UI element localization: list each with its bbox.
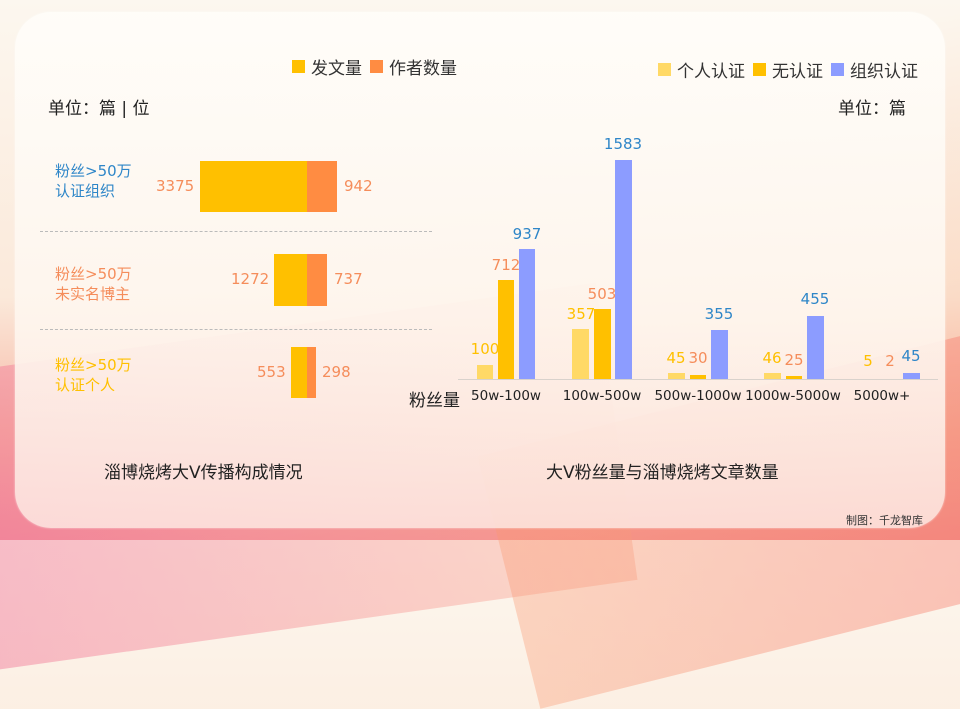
category-line: 粉丝>50万 bbox=[55, 162, 132, 180]
posts-value: 3375 bbox=[156, 177, 195, 195]
bar-personal bbox=[764, 373, 781, 379]
bar-personal bbox=[477, 365, 493, 379]
category-line: 粉丝>50万 bbox=[55, 265, 132, 283]
authors-bar bbox=[307, 347, 316, 398]
x-axis-line bbox=[458, 379, 938, 380]
value-none: 2 bbox=[885, 352, 895, 370]
bar-none bbox=[594, 309, 611, 379]
value-none: 712 bbox=[491, 256, 521, 274]
posts-bar bbox=[291, 347, 307, 398]
bar-org bbox=[807, 316, 824, 379]
left-chart-title: 淄博烧烤大V传播构成情况 bbox=[104, 463, 303, 483]
x-tick-label: 1000w-5000w bbox=[745, 388, 841, 404]
posts-bar bbox=[200, 161, 307, 212]
value-personal: 45 bbox=[666, 349, 686, 367]
x-axis-title: 粉丝量 bbox=[409, 391, 460, 411]
bar-org bbox=[711, 330, 728, 379]
value-org: 45 bbox=[901, 347, 921, 365]
bar-personal bbox=[572, 329, 589, 379]
x-tick-label: 50w-100w bbox=[471, 388, 541, 404]
row-divider bbox=[40, 231, 432, 232]
authors-bar bbox=[307, 254, 327, 306]
value-none: 503 bbox=[587, 285, 617, 303]
right-legend: 个人认证 无认证 组织认证 bbox=[658, 57, 926, 82]
bar-org bbox=[903, 373, 920, 379]
category-line: 认证组织 bbox=[55, 182, 116, 200]
legend-swatch-icon bbox=[292, 60, 305, 73]
x-tick-label: 100w-500w bbox=[562, 388, 642, 404]
category-line: 粉丝>50万 bbox=[55, 356, 132, 374]
authors-value: 298 bbox=[322, 363, 351, 381]
legend-item-personal: 个人认证 bbox=[658, 57, 745, 82]
bar-none bbox=[786, 376, 802, 379]
authors-bar bbox=[307, 161, 337, 212]
legend-swatch-icon bbox=[753, 63, 766, 76]
authors-value: 942 bbox=[344, 177, 373, 195]
legend-item-org: 组织认证 bbox=[831, 57, 918, 82]
x-tick-label: 5000w+ bbox=[853, 388, 911, 404]
category-line: 认证个人 bbox=[55, 376, 116, 394]
chart-card bbox=[15, 12, 945, 528]
bar-org bbox=[615, 160, 632, 379]
category-label-org: 粉丝>50万 认证组织 bbox=[55, 161, 132, 201]
legend-item-none: 无认证 bbox=[753, 57, 823, 82]
left-legend: 发文量 作者数量 bbox=[292, 54, 465, 79]
value-none: 25 bbox=[784, 351, 804, 369]
left-unit-label: 单位：篇 | 位 bbox=[48, 99, 150, 119]
legend-label: 发文量 bbox=[311, 59, 362, 79]
credit-text: 制图：千龙智库 bbox=[846, 514, 923, 527]
category-label-personal: 粉丝>50万 认证个人 bbox=[55, 355, 132, 395]
x-tick-label: 500w-1000w bbox=[654, 388, 742, 404]
legend-swatch-icon bbox=[658, 63, 671, 76]
category-label-unverified: 粉丝>50万 未实名博主 bbox=[55, 264, 132, 304]
row-divider bbox=[40, 329, 432, 330]
legend-swatch-icon bbox=[370, 60, 383, 73]
value-org: 937 bbox=[512, 225, 542, 243]
value-org: 1583 bbox=[603, 135, 643, 153]
posts-bar bbox=[274, 254, 307, 306]
legend-item-posts: 发文量 bbox=[292, 54, 362, 79]
posts-value: 1272 bbox=[231, 270, 270, 288]
posts-value: 553 bbox=[257, 363, 286, 381]
legend-label: 无认证 bbox=[772, 62, 823, 82]
bar-org bbox=[519, 249, 535, 379]
legend-item-authors: 作者数量 bbox=[370, 54, 457, 79]
legend-label: 个人认证 bbox=[677, 62, 745, 82]
bar-none bbox=[690, 375, 706, 379]
right-chart-title: 大V粉丝量与淄博烧烤文章数量 bbox=[546, 463, 779, 483]
authors-value: 737 bbox=[334, 270, 363, 288]
value-personal: 357 bbox=[566, 305, 596, 323]
value-personal: 100 bbox=[470, 340, 500, 358]
right-unit-label: 单位：篇 bbox=[838, 99, 906, 119]
legend-label: 组织认证 bbox=[850, 62, 918, 82]
value-personal: 5 bbox=[863, 352, 873, 370]
value-none: 30 bbox=[688, 349, 708, 367]
bar-personal bbox=[668, 373, 685, 379]
value-personal: 46 bbox=[762, 349, 782, 367]
category-line: 未实名博主 bbox=[55, 285, 131, 303]
bar-none bbox=[498, 280, 514, 379]
legend-label: 作者数量 bbox=[389, 59, 457, 79]
value-org: 455 bbox=[800, 290, 830, 308]
legend-swatch-icon bbox=[831, 63, 844, 76]
value-org: 355 bbox=[704, 305, 734, 323]
